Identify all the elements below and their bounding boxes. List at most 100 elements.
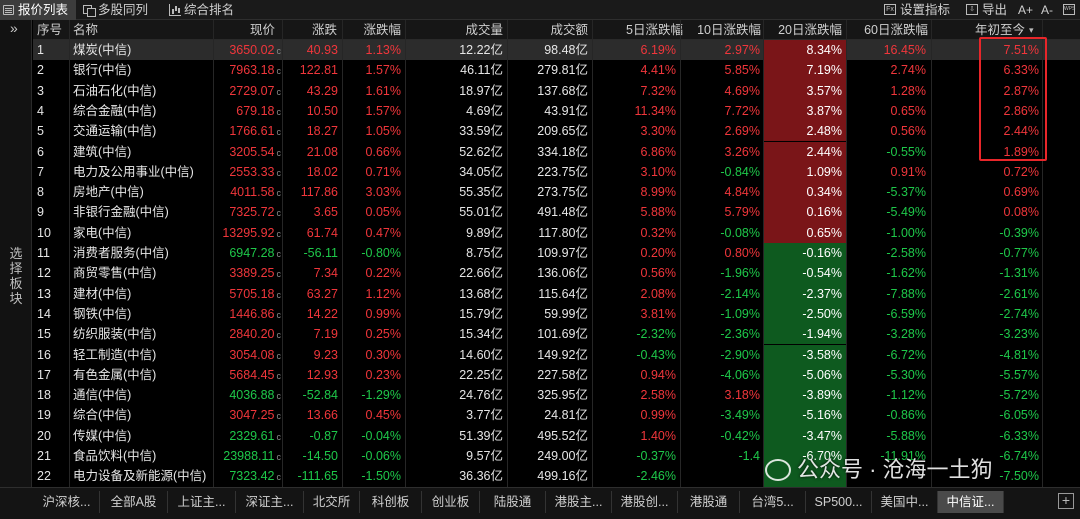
bottom-tab[interactable]: 全部A股 xyxy=(100,491,168,513)
export-button[interactable]: 导出 xyxy=(982,3,1008,17)
font-increase-button[interactable]: A+ xyxy=(1018,3,1034,17)
cell-name: 通信(中信) xyxy=(73,385,223,405)
cell-pct: -1.50% xyxy=(343,466,401,486)
table-row[interactable]: -2.50% 14 钢铁(中信) 1446.86 c 14.22 0.99% 15.79亿 59… xyxy=(33,303,1080,325)
table-row[interactable]: -0.16% 11 消费者服务(中信) 6947.28 c -56.11 -0.80% 8.7… xyxy=(33,243,1080,264)
wps-icon[interactable]: WPS xyxy=(1063,4,1075,15)
table-row[interactable]: 22 电力设备及新能源(中信) 7323.42 c -111.65 -1.50% 36.36… xyxy=(33,466,1080,487)
cell-name-text: 通信(中信) xyxy=(73,388,132,403)
bottom-tab[interactable]: 北交所 xyxy=(304,491,360,513)
table-row[interactable]: -3.47% 20 传媒(中信) 2329.61 c -0.87 -0.04% 51.39亿 4… xyxy=(33,425,1080,446)
cell-no-text: 15 xyxy=(37,327,51,342)
cell-no-text: 10 xyxy=(37,225,51,240)
cell-10d: 2.97% xyxy=(683,40,760,60)
bottom-tab[interactable]: 深证主... xyxy=(236,491,304,513)
bottom-tab[interactable]: 港股创... xyxy=(612,491,678,513)
cell-change: -52.84 xyxy=(283,385,338,405)
table-row[interactable]: 2.48% 5 交通运输(中信) 1766.61 c 18.27 1.05% 33.59亿 20… xyxy=(33,121,1080,142)
table-row[interactable]: 8.34% 1 煤炭(中信) 3650.02 c 40.93 1.13% 12.22亿 98.4… xyxy=(33,40,1080,61)
bottom-tab[interactable]: 沪深核... xyxy=(34,491,100,513)
cell-amount: 227.58亿 xyxy=(513,365,588,385)
col-header-20d[interactable]: 20日涨跌幅 xyxy=(778,23,842,37)
cell-5d-text: 3.81% xyxy=(640,306,676,321)
table-row[interactable]: 0.65% 10 家电(中信) 13295.92 c 61.74 0.47% 9.89亿 117… xyxy=(33,222,1080,243)
cell-20d: -1.94% xyxy=(764,324,846,345)
cell-20d-value: 1.09% xyxy=(806,164,842,179)
col-header-60d[interactable]: 60日涨跌幅 xyxy=(864,23,928,37)
cell-name-text: 轻工制造(中信) xyxy=(73,347,157,362)
expand-chevron-icon[interactable]: » xyxy=(10,20,18,36)
table-row[interactable]: 3.87% 4 综合金融(中信) 679.18 c 10.50 1.57% 4.69亿 43.9… xyxy=(33,100,1080,122)
cell-20d: 2.48% xyxy=(764,121,846,142)
add-tab-button[interactable]: + xyxy=(1058,493,1074,509)
table-row[interactable]: 2.44% 6 建筑(中信) 3205.54 c 21.08 0.66% 52.62亿 334.… xyxy=(33,141,1080,162)
export-icon[interactable]: ⇩ xyxy=(966,4,978,15)
table-row[interactable]: 0.34% 8 房地产(中信) 4011.58 c 117.86 3.03% 55.35亿 27… xyxy=(33,182,1080,203)
bottom-tab[interactable]: 港股通 xyxy=(678,491,740,513)
cell-name-text: 石油石化(中信) xyxy=(73,83,157,98)
bottom-tab[interactable]: 陆股通 xyxy=(480,491,546,513)
table-row[interactable]: 7.19% 2 银行(中信) 7963.18 c 122.81 1.57% 46.11亿 279… xyxy=(33,60,1080,81)
col-header-name[interactable]: 名称 xyxy=(73,23,99,37)
table-row[interactable]: -3.58% 16 轻工制造(中信) 3054.08 c 9.23 0.30% 14.60亿 1… xyxy=(33,344,1080,365)
tab-multi-stock[interactable]: 多股同列 xyxy=(80,0,160,20)
col-header-pct[interactable]: 涨跌幅 xyxy=(363,23,401,37)
bottom-tab[interactable]: SP500... xyxy=(806,491,872,513)
settings-indicator-button[interactable]: 设置指标 xyxy=(900,3,951,17)
col-header-volume[interactable]: 成交量 xyxy=(465,23,503,37)
cell-5d: 2.58% xyxy=(603,385,676,405)
table-row[interactable]: -2.37% 13 建材(中信) 5705.18 c 63.27 1.12% 13.68亿 11… xyxy=(33,283,1080,304)
cell-change-text: 13.66 xyxy=(306,408,338,423)
cell-10d: -3.49% xyxy=(683,405,760,425)
cell-amount-text: 109.97亿 xyxy=(537,246,588,260)
tab-ranking[interactable]: 综合排名 xyxy=(166,0,246,20)
cell-price-text: 679.18 xyxy=(236,103,275,118)
bottom-tab[interactable]: 港股主... xyxy=(546,491,612,513)
cell-price: 2329.61 c xyxy=(216,426,281,446)
col-header-no[interactable]: 序号 xyxy=(37,23,63,37)
cell-price-text: 7963.18 xyxy=(229,63,275,78)
cell-price-text: 1766.61 xyxy=(229,124,275,139)
cell-ytd: -0.39% xyxy=(963,223,1039,243)
cell-pct: 0.99% xyxy=(343,304,401,324)
cell-60d: -0.86% xyxy=(848,405,926,425)
cell-20d-value: 7.19% xyxy=(806,63,842,78)
col-header-ytd[interactable]: 年初至今 xyxy=(974,23,1025,37)
col-header-change[interactable]: 涨跌 xyxy=(311,23,337,37)
settings-indicator-icon[interactable]: Fx xyxy=(884,4,896,15)
bottom-tab[interactable]: 上证主... xyxy=(168,491,236,513)
bottom-tab[interactable]: 中信证... xyxy=(938,491,1004,513)
cell-no-text: 12 xyxy=(37,266,51,281)
bottom-tab[interactable]: 台湾5... xyxy=(740,491,806,513)
cell-10d-text: 0.80% xyxy=(724,246,760,260)
cell-pct-text: 0.23% xyxy=(365,367,401,382)
price-marker: c xyxy=(276,309,282,320)
bottom-tab[interactable]: 科创板 xyxy=(360,491,422,513)
table-row[interactable]: -0.54% 12 商贸零售(中信) 3389.25 c 7.34 0.22% 22.66亿 1… xyxy=(33,263,1080,284)
cell-20d: -0.16% xyxy=(764,243,846,264)
bottom-tab[interactable]: 创业板 xyxy=(422,491,480,513)
table-row[interactable]: 1.09% 7 电力及公用事业(中信) 2553.33 c 18.02 0.71% 34.05… xyxy=(33,161,1080,183)
col-header-10d[interactable]: 10日涨跌幅 xyxy=(697,23,761,37)
font-decrease-button[interactable]: A- xyxy=(1041,3,1053,17)
cell-ytd: 0.69% xyxy=(963,182,1039,202)
cell-5d: 3.10% xyxy=(603,162,676,182)
col-header-amount[interactable]: 成交额 xyxy=(550,23,588,37)
cell-10d-text: 3.18% xyxy=(724,388,760,403)
tab-quote-list[interactable]: 报价列表 xyxy=(0,0,76,20)
select-sector-label[interactable]: 选择板块 xyxy=(9,246,23,306)
table-row[interactable]: 0.16% 9 非银行金融(中信) 7325.72 c 3.65 0.05% 55.01亿 49… xyxy=(33,202,1080,223)
table-row[interactable]: -5.16% 19 综合(中信) 3047.25 c 13.66 0.45% 3.77亿 24.… xyxy=(33,405,1080,426)
cell-change: -14.50 xyxy=(283,446,338,466)
col-header-price[interactable]: 现价 xyxy=(249,23,275,37)
col-header-5d[interactable]: 5日涨跌幅 xyxy=(626,23,683,37)
table-row[interactable]: 3.57% 3 石油石化(中信) 2729.07 c 43.29 1.61% 18.97亿 13… xyxy=(33,80,1080,101)
sort-desc-icon[interactable]: ▾ xyxy=(1029,25,1034,35)
cell-volume: 52.62亿 xyxy=(433,142,503,162)
cell-60d-text: -7.88% xyxy=(886,286,926,301)
table-row[interactable]: -3.89% 18 通信(中信) 4036.88 c -52.84 -1.29% 24.76亿… xyxy=(33,385,1080,406)
cell-name: 石油石化(中信) xyxy=(73,81,223,101)
table-row[interactable]: -5.06% 17 有色金属(中信) 5684.45 c 12.93 0.23% 22.25亿… xyxy=(33,364,1080,386)
table-row[interactable]: -1.94% 15 纺织服装(中信) 2840.20 c 7.19 0.25% 15.34亿 1… xyxy=(33,324,1080,345)
bottom-tab[interactable]: 美国中... xyxy=(872,491,938,513)
